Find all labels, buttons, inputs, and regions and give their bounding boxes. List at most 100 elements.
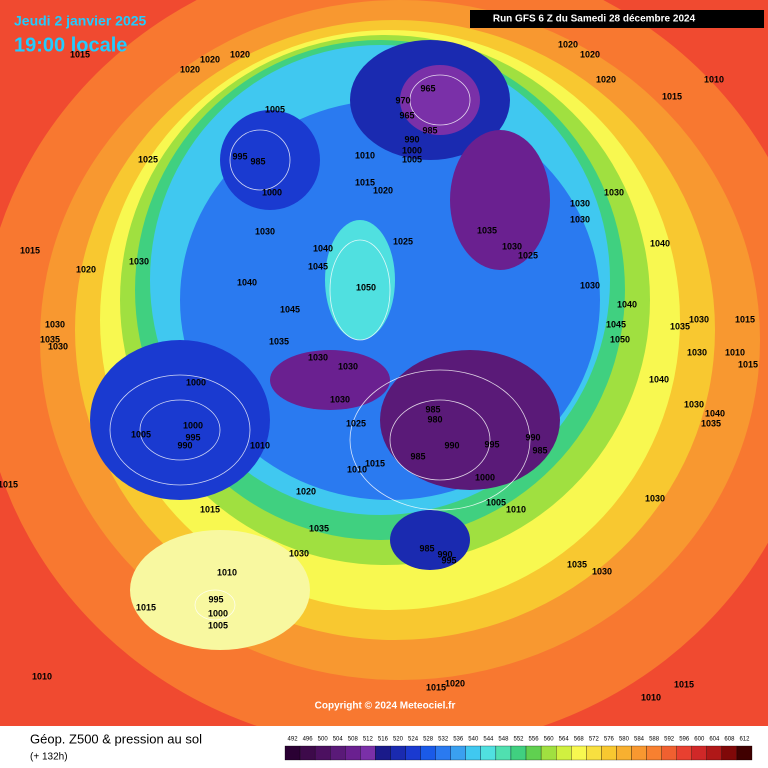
pressure-label: 1020 [445, 678, 465, 688]
pressure-label: 1020 [596, 74, 616, 84]
colorbar-swatch [375, 745, 391, 761]
colorbar-swatch [299, 745, 316, 761]
colorbar-label: 540 [468, 737, 479, 743]
colorbar-swatch [706, 745, 723, 761]
colorbar-label: 600 [694, 737, 705, 743]
colorbar-label: 560 [544, 737, 555, 743]
pressure-label: 1030 [502, 241, 522, 251]
pressure-label: 1020 [580, 49, 600, 59]
footer-lead: (+ 132h) [30, 752, 68, 763]
pressure-label: 1030 [570, 198, 590, 208]
colorbar-swatch [510, 745, 527, 761]
pressure-label: 1015 [136, 602, 156, 612]
colorbar-label: 596 [679, 737, 690, 743]
pressure-label: 1030 [129, 256, 149, 266]
pressure-label: 1025 [518, 250, 538, 260]
pressure-label: 1000 [475, 472, 495, 482]
colorbar-label: 500 [318, 737, 329, 743]
pressure-label: 1035 [40, 334, 60, 344]
colorbar-label: 504 [333, 737, 344, 743]
colorbar-label: 520 [393, 737, 404, 743]
pressure-label: 1010 [704, 74, 724, 84]
pressure-label: 1000 [208, 608, 228, 618]
colorbar-label: 564 [559, 737, 570, 743]
pressure-label: 1035 [670, 321, 690, 331]
pressure-label: 1005 [265, 104, 285, 114]
colorbar-swatch [616, 745, 632, 761]
pressure-label: 1030 [580, 280, 600, 290]
pressure-label: 1040 [313, 243, 333, 253]
colorbar-label: 612 [739, 737, 750, 743]
colorbar-swatch [360, 745, 376, 761]
pressure-label: 1010 [250, 440, 270, 450]
pressure-label: 1005 [486, 497, 506, 507]
colorbar-label: 508 [348, 737, 359, 743]
pressure-label: 1035 [701, 418, 721, 428]
pressure-label: 990 [404, 134, 419, 144]
pressure-label: 1030 [48, 341, 68, 351]
pressure-label: 1015 [662, 91, 682, 101]
pressure-label: 995 [232, 151, 247, 161]
colorbar-label: 588 [649, 737, 660, 743]
colorbar-swatch [571, 745, 587, 761]
pressure-label: 980 [427, 414, 442, 424]
colorbar-label: 576 [604, 737, 615, 743]
pressure-label: 1015 [426, 682, 446, 692]
pressure-label: 1005 [208, 620, 228, 630]
pressure-label: 1030 [604, 187, 624, 197]
pressure-label: 1020 [200, 54, 220, 64]
colorbar-swatch [390, 745, 406, 761]
pressure-label: 1030 [289, 548, 309, 558]
colorbar-swatch [495, 745, 512, 761]
pressure-label: 1010 [355, 150, 375, 160]
colorbar-label: 552 [513, 737, 524, 743]
pressure-label: 1040 [650, 238, 670, 248]
pressure-label: 1015 [70, 49, 90, 59]
pressure-label: 990 [444, 440, 459, 450]
pressure-label: 985 [250, 156, 265, 166]
colorbar-label: 496 [303, 737, 314, 743]
pressure-label: 1000 [186, 377, 206, 387]
footer-title: Géop. Z500 & pression au sol [30, 731, 202, 746]
pressure-label: 1045 [606, 319, 626, 329]
pressure-label: 1030 [45, 319, 65, 329]
forecast-time: 19:00 locale [14, 34, 127, 56]
colorbar-swatch [601, 745, 617, 761]
pressure-label: 1030 [645, 493, 665, 503]
colorbar-label: 604 [709, 737, 720, 743]
colorbar-label: 512 [363, 737, 374, 743]
colorbar-label: 532 [438, 737, 449, 743]
pressure-label: 1030 [684, 399, 704, 409]
pressure-label: 1040 [617, 299, 637, 309]
colorbar-swatch [450, 745, 466, 761]
pressure-label: 1015 [738, 359, 758, 369]
colorbar-label: 592 [664, 737, 675, 743]
colorbar-label: 524 [408, 737, 419, 743]
pressure-label: 1035 [269, 336, 289, 346]
pressure-label: 1015 [200, 504, 220, 514]
pressure-label: 1000 [183, 420, 203, 430]
pressure-label: 1045 [308, 261, 328, 271]
colorbar-swatch [556, 745, 572, 761]
pressure-label: 1035 [567, 559, 587, 569]
colorbar-label: 516 [378, 737, 389, 743]
pressure-label: 1010 [641, 692, 661, 702]
pressure-label: 990 [437, 549, 452, 559]
pressure-label: 995 [185, 432, 200, 442]
pressure-label: 1005 [131, 429, 151, 439]
colorbar-swatch [721, 745, 738, 761]
colorbar-label: 536 [453, 737, 464, 743]
pressure-label: 990 [525, 432, 540, 442]
pressure-label: 1010 [32, 671, 52, 681]
colorbar-swatch [405, 745, 421, 761]
pressure-label: 985 [419, 543, 434, 553]
pressure-label: 1020 [373, 185, 393, 195]
pressure-label: 1040 [237, 277, 257, 287]
pressure-label: 1030 [338, 361, 358, 371]
colorbar-swatch [631, 745, 647, 761]
pressure-label: 1035 [309, 523, 329, 533]
pressure-label: 1015 [735, 314, 755, 324]
colorbar-swatch [314, 745, 331, 761]
